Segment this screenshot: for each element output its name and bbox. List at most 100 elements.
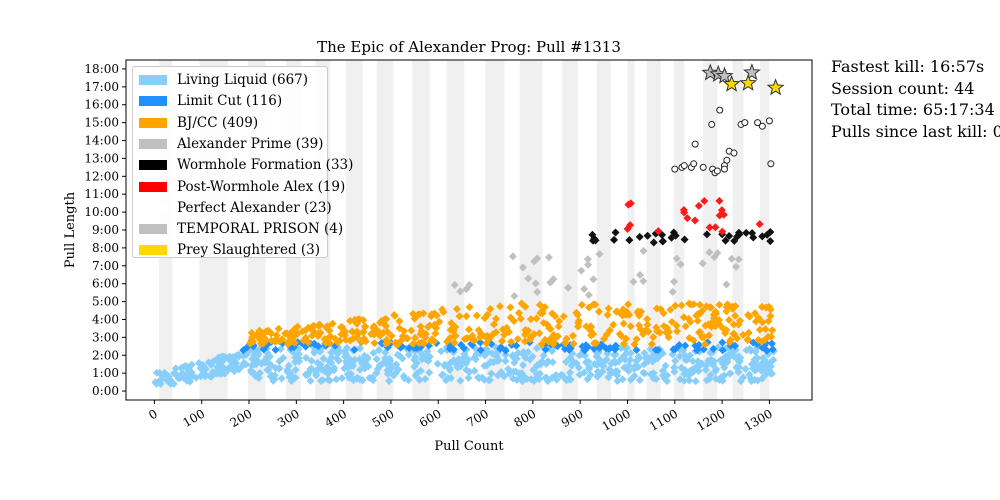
bjcc-point: [417, 326, 426, 335]
bjcc-point: [711, 307, 720, 316]
living-liquid-point: [624, 366, 633, 375]
living-liquid-point: [327, 348, 336, 357]
bjcc-point: [722, 307, 731, 316]
living-liquid-point: [659, 371, 668, 380]
bjcc-point: [267, 329, 276, 338]
living-liquid-point: [677, 363, 686, 372]
x-tick-label: 600: [417, 406, 444, 430]
legend-label: Alexander Prime (39): [177, 135, 324, 152]
y-tick-label: 18:00: [84, 62, 119, 76]
legend-label: Prey Slaughtered (3): [177, 242, 321, 259]
bjcc-point: [603, 310, 612, 319]
x-tick-label: 0: [146, 406, 160, 422]
perfect-alex-points: [671, 106, 775, 177]
wormhole-point: [742, 228, 751, 237]
bjcc-point: [340, 331, 349, 340]
post-wormhole-point: [718, 227, 727, 236]
living-liquid-point: [767, 369, 776, 378]
alex-prime-point: [639, 277, 648, 286]
living-liquid-point: [688, 357, 697, 366]
bjcc-point: [431, 329, 440, 338]
living-liquid-point: [611, 349, 620, 358]
living-liquid-point: [606, 368, 615, 377]
living-liquid-point: [283, 367, 292, 376]
y-tick-label: 13:00: [84, 151, 119, 165]
limit-cut-point: [271, 345, 280, 354]
living-liquid-point: [284, 361, 293, 370]
perfect-alex-point: [758, 122, 766, 130]
living-liquid-point: [454, 355, 463, 364]
y-tick-label: 0:00: [92, 384, 119, 398]
bjcc-point: [643, 315, 652, 324]
living-liquid-point: [234, 351, 243, 360]
bjcc-point: [507, 337, 516, 346]
living-liquid-point: [757, 360, 766, 369]
legend-item: Living Liquid (667): [139, 70, 308, 90]
x-tick-label: 400: [322, 406, 349, 430]
living-liquid-point: [741, 364, 750, 373]
bjcc-point: [679, 313, 688, 322]
prey-slaughtered-star: [722, 74, 741, 92]
living-liquid-point: [353, 373, 362, 382]
bjcc-point: [624, 300, 633, 309]
perfect-alex-point: [680, 162, 688, 170]
living-liquid-point: [443, 374, 452, 383]
bjcc-point: [707, 303, 716, 312]
living-liquid-point: [685, 376, 694, 385]
bjcc-point: [443, 337, 452, 346]
living-liquid-point: [494, 356, 503, 365]
session-band-6: [376, 60, 394, 400]
living-liquid-point: [346, 369, 355, 378]
bjcc-point: [704, 320, 713, 329]
bjcc-point: [252, 330, 261, 339]
limit-cut-point: [239, 346, 248, 355]
living-liquid-point: [670, 363, 679, 372]
living-liquid-point: [418, 355, 427, 364]
living-liquid-point: [214, 365, 223, 374]
living-liquid-point: [746, 346, 755, 355]
bjcc-point: [419, 309, 428, 318]
bjcc-point: [476, 333, 485, 342]
session-band-14: [646, 60, 661, 400]
living-liquid-point: [306, 376, 315, 385]
limit-cut-point: [583, 343, 592, 352]
bjcc-point: [498, 325, 507, 334]
limit-cut-point: [449, 345, 458, 354]
bjcc-point: [766, 311, 775, 320]
legend-swatch: [139, 245, 167, 256]
wormhole-point: [589, 236, 598, 245]
living-liquid-point: [363, 354, 372, 363]
living-liquid-point: [270, 371, 279, 380]
bjcc-point: [613, 307, 622, 316]
perfect-alex-point: [765, 117, 773, 125]
living-liquid-point: [399, 372, 408, 381]
living-liquid-point: [311, 366, 320, 375]
bjcc-point: [671, 301, 680, 310]
living-liquid-point: [337, 374, 346, 383]
bjcc-point: [491, 328, 500, 337]
living-liquid-point: [464, 373, 473, 382]
legend-item: TEMPORAL PRISON (4): [139, 219, 343, 239]
bjcc-point: [357, 338, 366, 347]
living-liquid-point: [581, 358, 590, 367]
bjcc-point: [384, 337, 393, 346]
alex-prime-point: [583, 255, 592, 264]
alex-prime-point: [670, 277, 679, 286]
living-liquid-point: [323, 375, 332, 384]
living-liquid-point: [509, 374, 518, 383]
living-liquid-point: [438, 370, 447, 379]
perfect-alex-point: [767, 160, 775, 168]
post-wormhole-point: [680, 208, 689, 217]
living-liquid-point: [437, 347, 446, 356]
post-wormhole-point: [715, 196, 724, 205]
living-liquid-point: [470, 353, 479, 362]
living-liquid-point: [692, 362, 701, 371]
living-liquid-point: [682, 355, 691, 364]
legend-item: Perfect Alexander (23): [139, 198, 332, 218]
living-liquid-point: [508, 351, 517, 360]
living-liquid-point: [350, 355, 359, 364]
bjcc-point: [395, 324, 404, 333]
bjcc-point: [530, 330, 539, 339]
bjcc-point: [314, 329, 323, 338]
x-tick-label: 200: [228, 406, 255, 430]
